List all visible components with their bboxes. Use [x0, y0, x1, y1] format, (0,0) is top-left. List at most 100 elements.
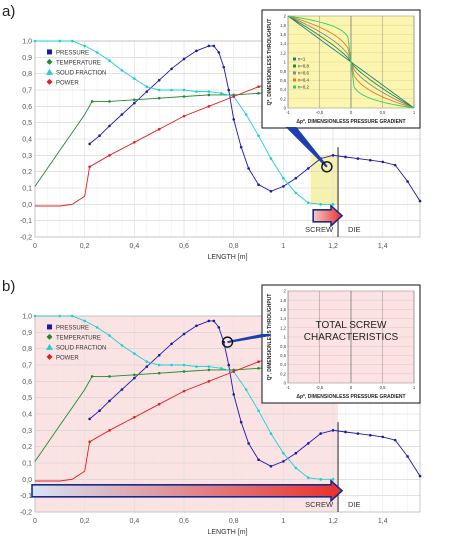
data-point — [182, 88, 186, 92]
legend-marker — [47, 49, 52, 55]
x-tick-label: 1 — [281, 243, 285, 250]
x-tick-label: 0 — [33, 243, 37, 250]
inset-title-line2: CHARACTERISTICS — [304, 332, 399, 343]
x-tick-label: 0,2 — [80, 243, 90, 250]
inset-x-tick: 1 — [413, 385, 416, 390]
inset-y-tick: 2 — [284, 289, 287, 294]
screw-label: SCREW — [305, 500, 334, 509]
series-line-pressure — [89, 45, 421, 202]
data-point — [207, 365, 211, 368]
data-point — [344, 430, 347, 434]
data-point — [319, 432, 322, 435]
inset-y-tick: 0,6 — [280, 78, 286, 83]
data-point — [207, 380, 211, 383]
data-point — [98, 134, 101, 138]
data-point — [331, 203, 335, 206]
plot-frame — [34, 315, 421, 513]
x-tick-label: 1,2 — [328, 243, 338, 250]
y-tick-label: 0,5 — [22, 395, 32, 402]
data-point — [207, 368, 211, 372]
data-point — [157, 363, 161, 367]
data-point — [239, 145, 243, 149]
callout-pointer — [285, 127, 328, 168]
legend-label: PRESSURE — [56, 50, 89, 56]
y-tick-label: 0,6 — [22, 379, 32, 386]
inset-y-tick: 0,4 — [280, 362, 286, 367]
inset-y-tick: 0,4 — [280, 87, 286, 92]
data-point — [33, 314, 37, 318]
data-point — [331, 478, 335, 481]
data-point — [369, 433, 372, 437]
inset-y-tick: 1 — [284, 335, 287, 340]
data-point — [120, 113, 124, 116]
data-point — [133, 140, 136, 144]
data-point — [133, 98, 136, 102]
data-point — [70, 39, 74, 43]
inset-title-line1: TOTAL SCREW — [316, 320, 387, 331]
data-point — [58, 314, 62, 318]
x-axis-label: LENGTH [m] — [207, 529, 247, 536]
series-line-pressure — [89, 320, 421, 477]
x-tick-label: 0,8 — [229, 243, 239, 250]
inset-legend-marker — [293, 57, 296, 61]
inset-y-tick: 1,8 — [280, 298, 286, 303]
screw-arrow — [31, 478, 344, 503]
data-point — [88, 142, 91, 146]
x-tick-label: 0,2 — [80, 518, 90, 525]
data-point — [219, 366, 223, 370]
data-point — [257, 183, 260, 187]
data-point — [83, 319, 86, 323]
data-point — [133, 101, 136, 105]
plot-frame — [34, 40, 421, 238]
panel-label: a) — [2, 3, 15, 20]
y-tick-label: 0,9 — [22, 55, 32, 62]
data-point — [133, 376, 136, 380]
data-point — [393, 163, 397, 167]
data-point — [381, 160, 385, 164]
data-point — [195, 324, 198, 328]
panel-label: b) — [2, 278, 15, 295]
die-label: DIE — [348, 225, 361, 234]
data-point — [257, 360, 260, 364]
legend-marker — [46, 353, 53, 360]
series-line-solid-fraction — [35, 40, 334, 205]
data-point — [195, 365, 198, 368]
data-point — [207, 319, 211, 323]
data-point — [244, 113, 248, 116]
data-point — [90, 375, 94, 378]
data-point — [108, 334, 111, 337]
data-point — [145, 365, 149, 368]
x-tick-label: 1 — [281, 518, 285, 525]
data-point — [418, 474, 422, 478]
data-point — [257, 366, 260, 370]
data-point — [217, 51, 221, 54]
data-point — [257, 134, 260, 138]
data-point — [170, 88, 173, 92]
legend-label: POWER — [56, 80, 79, 86]
legend-marker — [46, 58, 53, 65]
inset-legend-marker — [293, 71, 296, 75]
data-point — [306, 201, 310, 204]
x-tick-label: 0,4 — [129, 243, 139, 250]
data-point — [182, 95, 186, 98]
legend-label: POWER — [56, 355, 79, 361]
inset-x-tick: 0,5 — [380, 110, 386, 115]
legend-label: TEMPERATURE — [56, 335, 101, 341]
inset-legend-label: n=0,4 — [298, 78, 309, 83]
data-point — [145, 90, 149, 93]
data-point — [212, 44, 216, 48]
panel-a: a) 1,0 0,9 0,8 0,7 0,6 0,5 0,4 0,3 0,2 0,1 0,0 -0,1 -… — [2, 3, 422, 261]
data-point — [319, 478, 322, 481]
data-point — [294, 176, 298, 180]
y-tick-label: -0,2 — [20, 235, 32, 242]
x-tick-label: 1,4 — [378, 518, 388, 525]
y-tick-label: -0,1 — [20, 493, 32, 500]
data-point — [369, 158, 372, 162]
data-point — [195, 49, 198, 53]
data-point — [269, 464, 273, 468]
inset-legend-marker — [293, 64, 296, 68]
x-tick-label: 1,2 — [328, 518, 338, 525]
data-point — [157, 371, 161, 375]
data-point — [269, 432, 273, 435]
data-point — [247, 167, 250, 170]
